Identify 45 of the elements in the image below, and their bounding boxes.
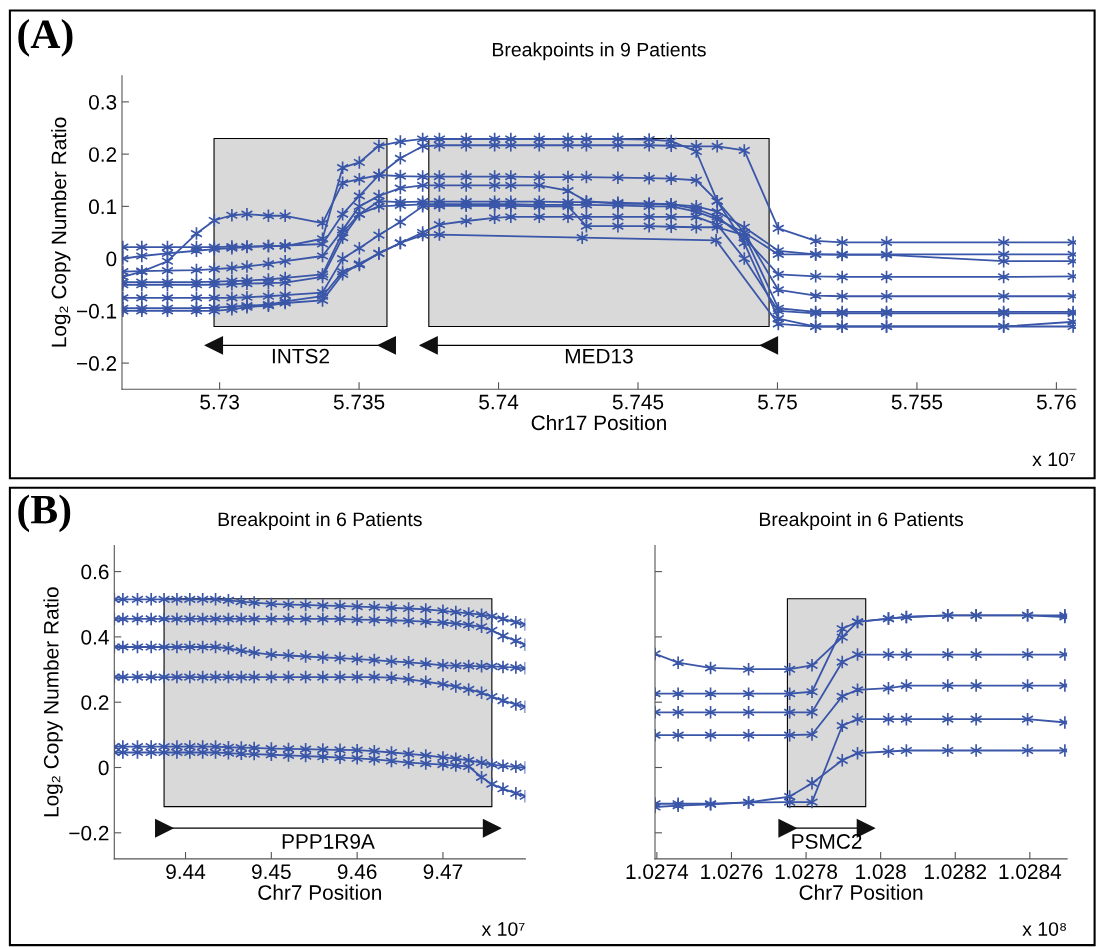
y-axis-title: Log₂ Copy Number Ratio — [51, 117, 71, 347]
text: (B) — [18, 494, 71, 533]
x-tick-label: 5.745 — [612, 394, 664, 410]
x-tick-label: 1.0276 — [701, 864, 763, 880]
y-tick-label: −0.2 — [69, 825, 109, 841]
text: x 10⁸ — [1022, 922, 1066, 936]
y-tick-label: 0.4 — [81, 629, 109, 645]
y-tick-label: −0.1 — [77, 303, 117, 319]
x-axis-title: Chr7 Position — [799, 884, 923, 900]
x-tick-label: 9.44 — [166, 864, 206, 880]
x-tick-label: 1.028 — [856, 864, 906, 880]
y-tick-label: 0 — [106, 251, 117, 267]
y-axis-title: Log₂ Copy Number Ratio — [43, 587, 63, 817]
band-label: MED13 — [565, 348, 633, 364]
x-tick-label: 5.735 — [333, 394, 385, 410]
y-tick-label: 0 — [98, 760, 109, 776]
x-tick-label: 5.75 — [758, 394, 797, 410]
chart-title: Breakpoints in 9 Patients — [493, 42, 706, 61]
y-tick-label: 0.1 — [88, 199, 117, 215]
band-label: PSMC2 — [792, 834, 862, 849]
text: x 10⁷ — [481, 922, 525, 936]
x-axis-title: Chr7 Position — [258, 884, 381, 900]
x-tick-label: 5.76 — [1036, 394, 1076, 410]
y-tick-label: 0.2 — [81, 695, 109, 710]
x-tick-label: 1.0274 — [626, 864, 689, 880]
x-tick-label: 5.73 — [200, 394, 239, 410]
x-tick-label: 9.46 — [337, 864, 377, 880]
band-label: INTS2 — [272, 348, 329, 364]
y-tick-label: 0.3 — [88, 94, 117, 110]
y-tick-label: 0.6 — [81, 564, 109, 580]
y-tick-label: −0.2 — [77, 356, 117, 371]
x-tick-label: 5.74 — [479, 394, 519, 410]
text: (A) — [18, 18, 73, 57]
x-tick-label: 5.755 — [891, 394, 943, 410]
band-label: PPP1R9A — [282, 834, 375, 849]
chart-title: Breakpoint in 6 Patients — [218, 511, 422, 531]
y-tick-label: 0.2 — [88, 147, 117, 162]
text: x 10⁷ — [1032, 452, 1076, 467]
chart-title: Breakpoint in 6 Patients — [759, 511, 964, 531]
x-tick-label: 1.0282 — [924, 864, 987, 880]
x-tick-label: 9.47 — [423, 864, 463, 880]
x-tick-label: 9.45 — [252, 864, 291, 880]
x-axis-title: Chr17 Position — [531, 414, 666, 431]
x-tick-label: 1.0284 — [999, 864, 1062, 880]
x-tick-label: 1.0278 — [775, 864, 838, 880]
